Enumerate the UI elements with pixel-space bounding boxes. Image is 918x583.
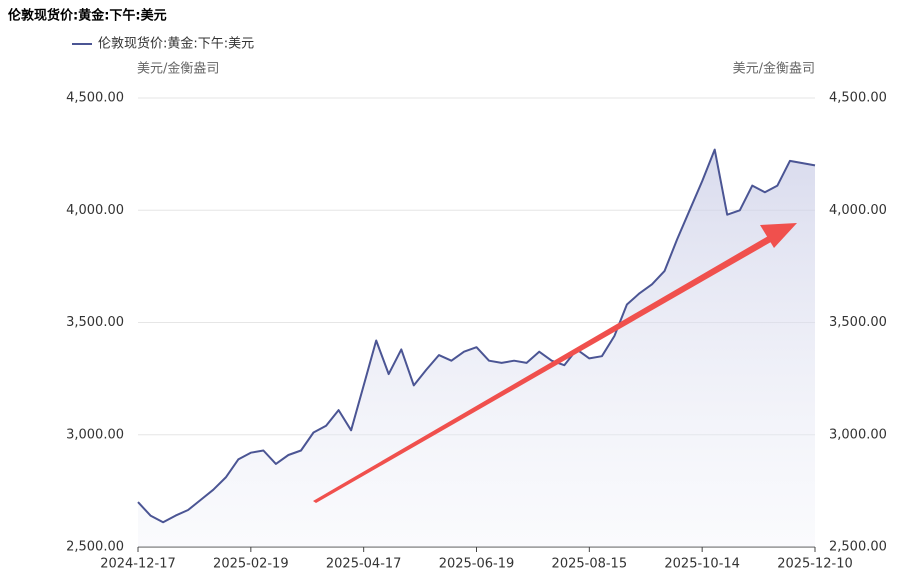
x-tick-label: 2025-10-14: [664, 557, 740, 572]
x-tick-label: 2024-12-17: [100, 557, 176, 572]
y-tick-label: 3,500.00: [66, 315, 124, 330]
y-axis-title: 美元/金衡盎司: [137, 61, 219, 77]
y2-tick-label: 3,000.00: [829, 427, 887, 442]
x-tick-label: 2025-08-15: [552, 557, 628, 572]
y2-tick-label: 3,500.00: [829, 315, 887, 330]
chart-title: 伦敦现货价:黄金:下午:美元: [8, 8, 167, 24]
line: [137, 148, 816, 524]
y2-tick-label: 4,000.00: [829, 203, 887, 218]
y2-tick-label: 4,500.00: [829, 91, 887, 106]
y2-axis-title: 美元/金衡盎司: [733, 61, 815, 77]
x-tick-label: 2025-04-17: [326, 557, 402, 572]
y-tick-label: 3,000.00: [66, 427, 124, 442]
annotation-arrow: [313, 223, 797, 503]
x-tick-label: 2025-12-10: [777, 557, 853, 572]
x-tick-label: 2025-06-19: [439, 557, 515, 572]
plot-area: 2,500.00 3,000.00 3,500.00 4,000.00 4,500.00…: [66, 91, 887, 572]
y-tick-label: 4,500.00: [66, 91, 124, 106]
x-tick-label: 2025-02-19: [213, 557, 289, 572]
legend-label[interactable]: 伦敦现货价:黄金:下午:美元: [98, 36, 254, 52]
y2-tick-label: 2,500.00: [829, 540, 887, 555]
y-tick-label: 2,500.00: [66, 540, 124, 555]
y-tick-label: 4,000.00: [66, 203, 124, 218]
